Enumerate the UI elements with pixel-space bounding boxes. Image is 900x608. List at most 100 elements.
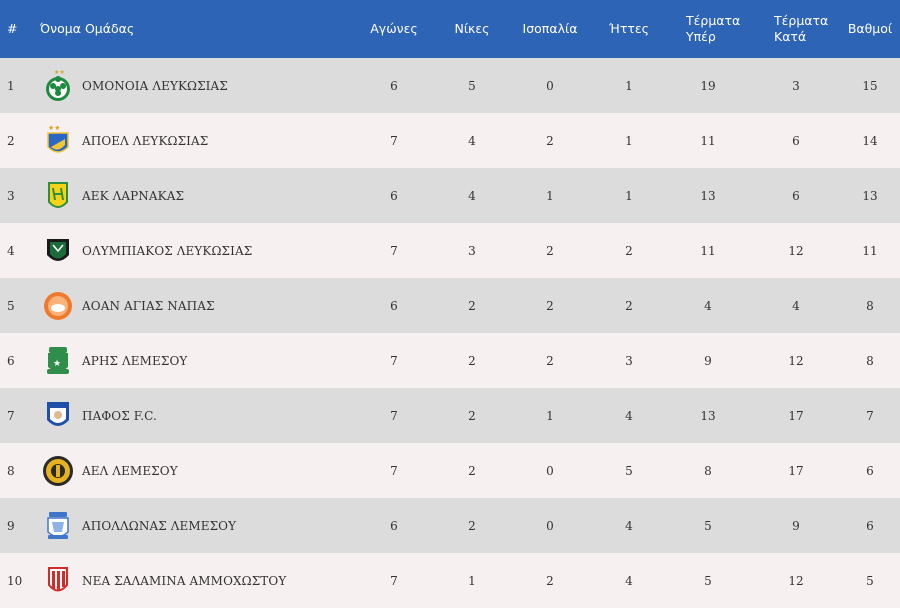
- aris-crest-icon: ★: [40, 343, 76, 379]
- team-cell[interactable]: ΑΟΑΝ ΑΓΙΑΣ ΝΑΠΑΣ: [40, 278, 350, 333]
- wins-cell: 2: [468, 518, 476, 533]
- draws-cell: 1: [546, 408, 554, 423]
- points-cell: 8: [866, 353, 874, 368]
- goals-against-cell: 12: [788, 353, 804, 368]
- table-row[interactable]: 5 ΑΟΑΝ ΑΓΙΑΣ ΝΑΠΑΣ 6 2 2 2 4 4 8: [0, 278, 900, 333]
- losses-cell: 4: [625, 518, 633, 533]
- omonoia-crest-icon: ★★: [40, 68, 76, 104]
- points-cell: 5: [866, 573, 874, 588]
- team-cell[interactable]: ΝΕΑ ΣΑΛΑΜΙΝΑ ΑΜΜΟΧΩΣΤΟΥ: [40, 553, 350, 608]
- team-cell[interactable]: ★★ ΑΠΟΕΛ ΛΕΥΚΩΣΙΑΣ: [40, 113, 350, 168]
- points-cell: 6: [866, 463, 874, 478]
- draws-cell: 2: [546, 573, 554, 588]
- draws-cell: 2: [546, 298, 554, 313]
- table-row[interactable]: 3 ΑΕΚ ΛΑΡΝΑΚΑΣ 6 4 1 1 13 6 13: [0, 168, 900, 223]
- points-cell: 13: [862, 188, 878, 203]
- losses-cell: 2: [625, 298, 633, 313]
- draws-cell: 2: [546, 243, 554, 258]
- team-cell[interactable]: ΑΠΟΛΛΩΝΑΣ ΛΕΜΕΣΟΥ: [40, 498, 350, 553]
- wins-cell: 2: [468, 408, 476, 423]
- points-cell: 15: [862, 78, 878, 93]
- goals-against-cell: 9: [792, 518, 800, 533]
- team-name: ΟΜΟΝΟΙΑ ΛΕΥΚΩΣΙΑΣ: [82, 78, 228, 93]
- team-name: ΑΕΛ ΛΕΜΕΣΟΥ: [82, 463, 178, 478]
- draws-cell: 0: [546, 463, 554, 478]
- losses-cell: 1: [625, 133, 633, 148]
- team-cell[interactable]: ΑΕΚ ΛΑΡΝΑΚΑΣ: [40, 168, 350, 223]
- team-cell[interactable]: ★ ΑΡΗΣ ΛΕΜΕΣΟΥ: [40, 333, 350, 388]
- header-goals-against[interactable]: Τέρματα Κατά: [774, 13, 829, 44]
- played-cell: 7: [390, 133, 398, 148]
- points-cell: 14: [862, 133, 878, 148]
- wins-cell: 5: [468, 78, 476, 93]
- header-rank[interactable]: #: [7, 21, 18, 36]
- wins-cell: 2: [468, 353, 476, 368]
- nea-salamina-crest-icon: [40, 563, 76, 599]
- losses-cell: 4: [625, 573, 633, 588]
- played-cell: 7: [390, 408, 398, 423]
- rank-cell: 3: [7, 188, 15, 203]
- wins-cell: 2: [468, 463, 476, 478]
- rank-cell: 2: [7, 133, 15, 148]
- played-cell: 7: [390, 353, 398, 368]
- played-cell: 7: [390, 463, 398, 478]
- table-row[interactable]: 9 ΑΠΟΛΛΩΝΑΣ ΛΕΜΕΣΟΥ 6 2 0 4 5 9 6: [0, 498, 900, 553]
- played-cell: 6: [390, 188, 398, 203]
- played-cell: 6: [390, 518, 398, 533]
- wins-cell: 2: [468, 298, 476, 313]
- svg-text:★: ★: [53, 359, 61, 369]
- wins-cell: 4: [468, 188, 476, 203]
- team-cell[interactable]: ΟΛΥΜΠΙΑΚΟΣ ΛΕΥΚΩΣΙΑΣ: [40, 223, 350, 278]
- table-row[interactable]: 6 ★ ΑΡΗΣ ΛΕΜΕΣΟΥ 7 2 2 3 9 12 8: [0, 333, 900, 388]
- table-row[interactable]: 2 ★★ ΑΠΟΕΛ ΛΕΥΚΩΣΙΑΣ 7 4 2 1 11 6 14: [0, 113, 900, 168]
- table-row[interactable]: 7 ΠΑΦΟΣ F.C. 7 2 1 4 13 17 7: [0, 388, 900, 443]
- points-cell: 6: [866, 518, 874, 533]
- draws-cell: 2: [546, 133, 554, 148]
- draws-cell: 2: [546, 353, 554, 368]
- rank-cell: 5: [7, 298, 15, 313]
- goals-for-cell: 13: [700, 188, 716, 203]
- rank-cell: 8: [7, 463, 15, 478]
- rank-cell: 4: [7, 243, 15, 258]
- header-points[interactable]: Βαθμοί: [847, 21, 893, 36]
- table-body: 1 ★★ ΟΜΟΝΟΙΑ ΛΕΥΚΩΣΙΑΣ 6 5 0 1 19 3 15 2: [0, 58, 900, 608]
- header-losses[interactable]: Ήττες: [608, 21, 650, 36]
- table-row[interactable]: 1 ★★ ΟΜΟΝΟΙΑ ΛΕΥΚΩΣΙΑΣ 6 5 0 1 19 3 15: [0, 58, 900, 113]
- table-row[interactable]: 8 ΑΕΛ ΛΕΜΕΣΟΥ 7 2 0 5 8 17 6: [0, 443, 900, 498]
- goals-for-cell: 5: [704, 573, 712, 588]
- table-row[interactable]: 4 ΟΛΥΜΠΙΑΚΟΣ ΛΕΥΚΩΣΙΑΣ 7 3 2 2 11 12 11: [0, 223, 900, 278]
- table-row[interactable]: 10 ΝΕΑ ΣΑΛΑΜΙΝΑ ΑΜΜΟΧΩΣΤΟΥ 7 1 2 4 5 12 …: [0, 553, 900, 608]
- header-draws[interactable]: Ισοπαλία: [522, 21, 578, 36]
- header-team[interactable]: Όνομα Ομάδας: [40, 21, 135, 36]
- wins-cell: 1: [468, 573, 476, 588]
- team-cell[interactable]: ΑΕΛ ΛΕΜΕΣΟΥ: [40, 443, 350, 498]
- rank-cell: 7: [7, 408, 15, 423]
- losses-cell: 2: [625, 243, 633, 258]
- team-name: ΑΡΗΣ ΛΕΜΕΣΟΥ: [82, 353, 188, 368]
- goals-against-cell: 6: [792, 188, 800, 203]
- header-wins[interactable]: Νίκες: [454, 21, 490, 36]
- goals-against-cell: 3: [792, 78, 800, 93]
- apollon-crest-icon: [40, 508, 76, 544]
- played-cell: 7: [390, 573, 398, 588]
- goals-for-cell: 9: [704, 353, 712, 368]
- goals-against-cell: 4: [792, 298, 800, 313]
- team-name: ΠΑΦΟΣ F.C.: [82, 408, 157, 423]
- team-name: ΟΛΥΜΠΙΑΚΟΣ ΛΕΥΚΩΣΙΑΣ: [82, 243, 253, 258]
- header-goals-for[interactable]: Τέρματα Υπέρ: [686, 13, 741, 44]
- team-name: ΑΠΟΕΛ ΛΕΥΚΩΣΙΑΣ: [82, 133, 209, 148]
- rank-cell: 6: [7, 353, 15, 368]
- goals-against-cell: 12: [788, 573, 804, 588]
- table-header: # Όνομα Ομάδας Αγώνες Νίκες Ισοπαλία Ήττ…: [0, 0, 900, 58]
- team-name: ΑΠΟΛΛΩΝΑΣ ΛΕΜΕΣΟΥ: [82, 518, 237, 533]
- draws-cell: 1: [546, 188, 554, 203]
- losses-cell: 1: [625, 78, 633, 93]
- aoan-crest-icon: [40, 288, 76, 324]
- points-cell: 7: [866, 408, 874, 423]
- team-cell[interactable]: ★★ ΟΜΟΝΟΙΑ ΛΕΥΚΩΣΙΑΣ: [40, 58, 350, 113]
- team-cell[interactable]: ΠΑΦΟΣ F.C.: [40, 388, 350, 443]
- header-played[interactable]: Αγώνες: [370, 21, 418, 36]
- goals-for-cell: 13: [700, 408, 716, 423]
- ael-crest-icon: [40, 453, 76, 489]
